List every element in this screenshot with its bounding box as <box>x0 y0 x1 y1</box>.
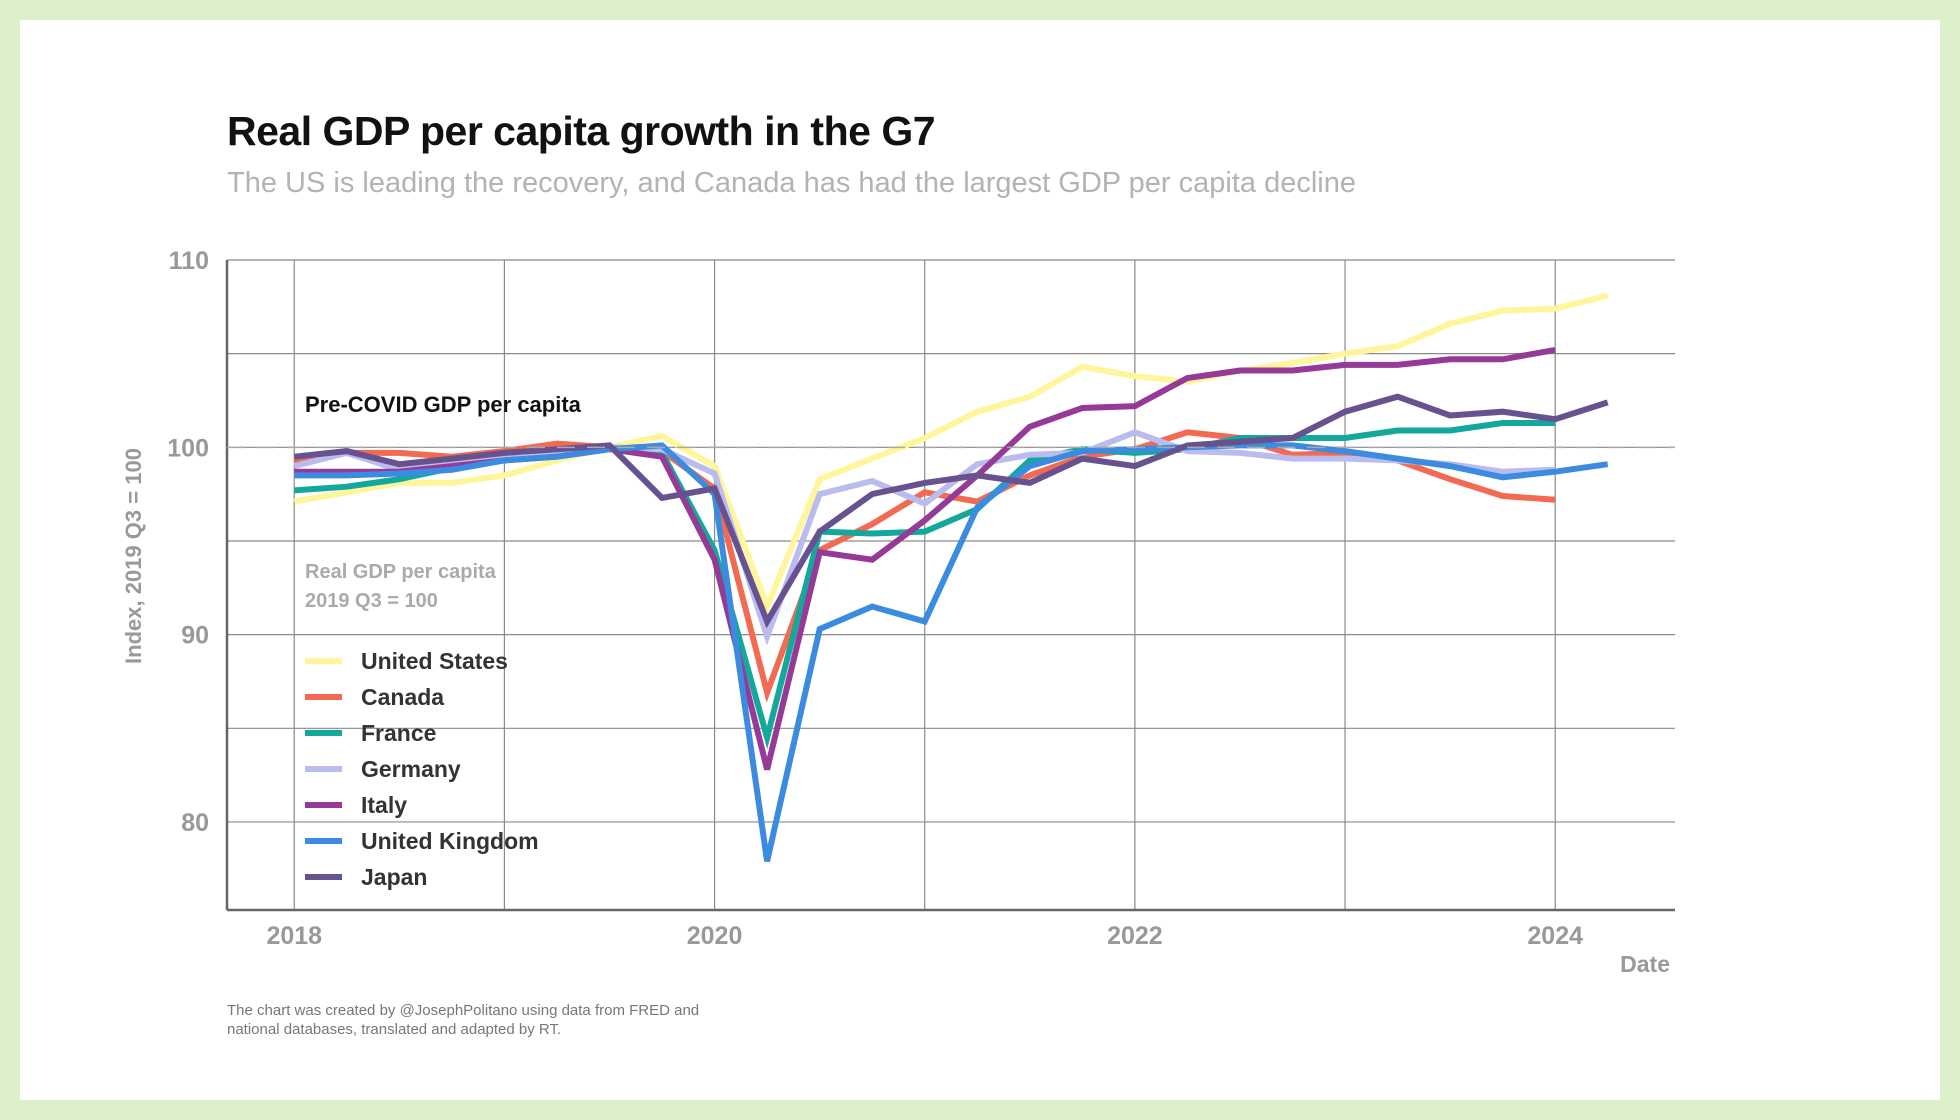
legend-label: United States <box>361 648 508 674</box>
series-line-japan <box>293 393 1609 629</box>
legend-label: Canada <box>361 684 444 710</box>
y-tick-label: 80 <box>181 809 209 837</box>
legend-subtitle: 2019 Q3 = 100 <box>305 590 438 612</box>
legend-label: Japan <box>361 864 427 890</box>
x-tick-label: 2024 <box>1527 922 1583 950</box>
y-axis-label: Index, 2019 Q3 = 100 <box>121 448 146 664</box>
x-tick-label: 2022 <box>1107 922 1163 950</box>
y-tick-label: 110 <box>169 247 209 275</box>
source-note-line-2: national databases, translated and adapt… <box>227 1021 562 1038</box>
chart-title: Real GDP per capita growth in the G7 <box>227 108 936 154</box>
chart-subtitle: The US is leading the recovery, and Cana… <box>227 167 1356 199</box>
chart-card <box>20 20 1940 1100</box>
legend-label: Germany <box>361 756 461 782</box>
source-note: The chart was created by @JosephPolitano… <box>227 1001 787 1039</box>
reference-line-label: Pre-COVID GDP per capita <box>305 392 582 417</box>
legend-title: Real GDP per capita <box>305 561 497 583</box>
x-tick-label: 2018 <box>266 922 322 950</box>
x-axis-label: Date <box>1620 951 1670 977</box>
series-line-united-kingdom <box>294 442 1609 862</box>
legend-label: France <box>361 720 436 746</box>
series-line-germany <box>293 429 1556 646</box>
y-tick-label: 100 <box>167 434 209 462</box>
x-tick-label: 2020 <box>687 922 743 950</box>
legend-label: Italy <box>361 792 407 818</box>
source-note-line-1: The chart was created by @JosephPolitano… <box>227 1002 700 1019</box>
series-line-united-states <box>293 292 1609 615</box>
y-tick-label: 90 <box>181 622 209 650</box>
legend-label: United Kingdom <box>361 828 539 854</box>
